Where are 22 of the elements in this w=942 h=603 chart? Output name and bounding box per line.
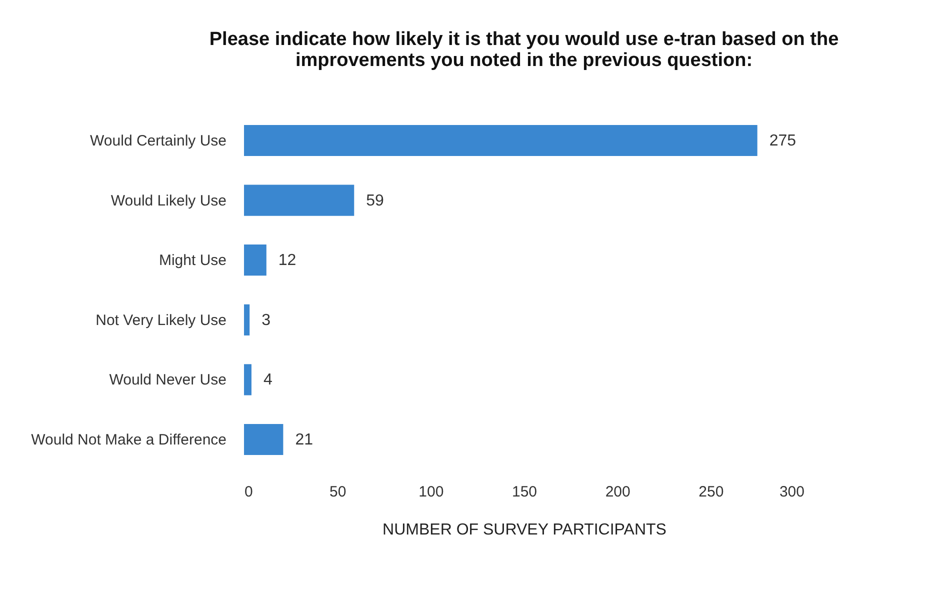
y-tick-label: Would Not Make a Difference	[31, 432, 226, 448]
y-tick-label: Not Very Likely Use	[96, 312, 226, 329]
data-label: 3	[262, 312, 271, 329]
y-tick-label: Would Likely Use	[110, 192, 226, 210]
y-tick-label: Would Never Use	[109, 372, 226, 389]
data-label: 12	[278, 252, 296, 270]
data-label: 21	[295, 432, 314, 448]
x-tick-label: 50	[329, 484, 346, 500]
x-tick-label: 200	[605, 484, 630, 500]
x-tick-label: 250	[698, 484, 724, 500]
x-tick-label: 300	[779, 484, 804, 500]
x-tick-label: 0	[244, 484, 253, 500]
y-tick-label: Might Use	[158, 252, 226, 270]
y-tick-label: Would Certainly Use	[90, 132, 226, 150]
x-tick-label: 150	[512, 484, 538, 500]
data-label: 275	[769, 132, 796, 150]
data-label: 59	[366, 192, 384, 210]
x-axis-title: NUMBER OF SURVEY PARTICIPANTS	[382, 522, 666, 538]
data-label: 4	[263, 372, 272, 389]
x-tick-label: 100	[418, 484, 444, 500]
text: Please indicate how likely it is that you would use e-tran based on the	[209, 29, 839, 50]
text: improvements you noted in the previous question:	[295, 50, 753, 71]
